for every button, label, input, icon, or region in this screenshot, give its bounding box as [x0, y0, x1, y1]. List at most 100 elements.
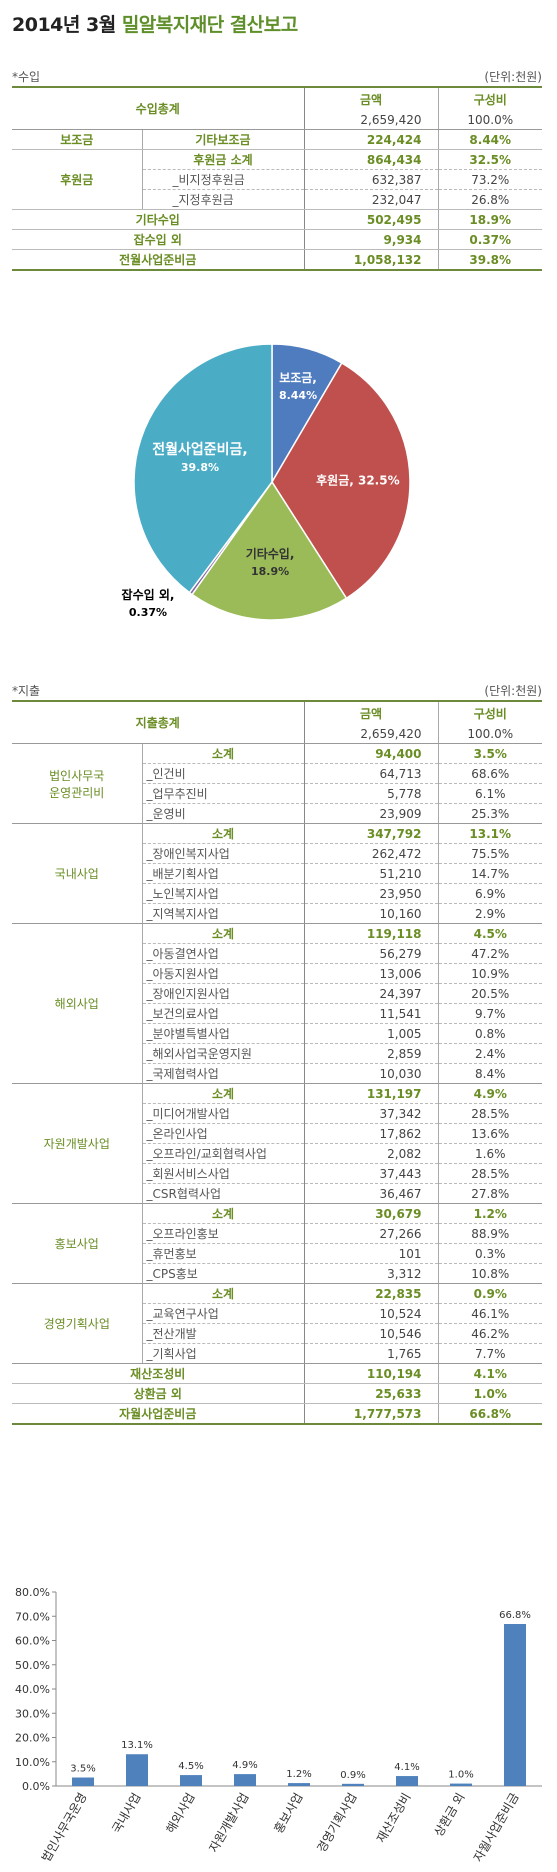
expense-ratio: 4.9%	[438, 1083, 542, 1104]
x-category-label: 경영기획사업	[314, 1791, 359, 1855]
expense-amount: 1,765	[304, 1343, 439, 1364]
expense-row: 상환금 외 25,633 1.0%	[12, 1383, 542, 1404]
income-amount: 632,387	[304, 169, 439, 190]
expense-row: _교육연구사업 10,524 46.1%	[12, 1303, 542, 1324]
income-section-header: *수입 (단위:천원)	[12, 68, 542, 85]
y-tick-label: 80.0%	[15, 1586, 50, 1599]
expense-sub: _장애인지원사업	[142, 983, 305, 1004]
expense-amount: 2,082	[304, 1143, 439, 1164]
expense-amount: 94,400	[304, 743, 439, 764]
bar	[396, 1776, 418, 1786]
expense-row: _CPS홍보 3,312 10.8%	[12, 1263, 542, 1284]
income-sub: _비지정후원금	[142, 169, 305, 190]
expense-ratio: 0.8%	[438, 1023, 542, 1044]
expense-sub: 소계	[142, 823, 305, 844]
expense-col-ratio: 구성비	[473, 706, 507, 721]
expense-ratio: 1.0%	[438, 1383, 542, 1404]
expense-group-name: 법인사무국 운영관리비	[12, 743, 143, 824]
expense-row: _미디어개발사업 37,342 28.5%	[12, 1103, 542, 1124]
pie-label: 전월사업준비금, 39.8%	[152, 441, 247, 474]
expense-row: 해외사업 소계 119,118 4.5%	[12, 923, 542, 1084]
income-sub: _지정후원금	[142, 189, 305, 210]
expense-sub: _교육연구사업	[142, 1303, 305, 1324]
expense-ratio: 20.5%	[438, 983, 542, 1004]
income-amount: 864,434	[304, 149, 439, 170]
x-category-label: 상환금 외	[431, 1791, 467, 1840]
expense-amount: 131,197	[304, 1083, 439, 1104]
y-tick-label: 10.0%	[15, 1756, 50, 1769]
y-tick-label: 20.0%	[15, 1732, 50, 1745]
expense-section-header: *지출 (단위:천원)	[12, 682, 542, 699]
expense-amount: 36,467	[304, 1183, 439, 1204]
expense-row: _업무추진비 5,778 6.1%	[12, 783, 542, 804]
bar	[504, 1624, 526, 1786]
expense-ratio: 2.4%	[438, 1043, 542, 1064]
income-cat: 기타수입	[12, 209, 305, 230]
expense-group-name: 국내사업	[12, 823, 143, 924]
expense-amount: 119,118	[304, 923, 439, 944]
expense-row: 법인사무국 운영관리비 소계 94,400 3.5%	[12, 743, 542, 824]
expense-row: _오프라인홍보 27,266 88.9%	[12, 1223, 542, 1244]
expense-amount: 37,443	[304, 1163, 439, 1184]
bar-data-label: 66.8%	[499, 1610, 531, 1621]
income-sub: 후원금 소계	[142, 149, 305, 170]
income-cat: 전월사업준비금	[12, 249, 305, 270]
expense-row: _지역복지사업 10,160 2.9%	[12, 903, 542, 924]
expense-sub: _보건의료사업	[142, 1003, 305, 1024]
income-ratio: 18.9%	[438, 209, 542, 230]
expense-row: 홍보사업 소계 30,679 1.2%	[12, 1203, 542, 1284]
expense-section-label: *지출	[12, 684, 41, 698]
expense-ratio: 28.5%	[438, 1163, 542, 1184]
expense-sub: _아동결연사업	[142, 943, 305, 964]
income-ratio: 26.8%	[438, 189, 542, 210]
expense-amount: 17,862	[304, 1123, 439, 1144]
expense-row: _분야별특별사업 1,005 0.8%	[12, 1023, 542, 1044]
expense-sub: _장애인복지사업	[142, 843, 305, 864]
expense-amount: 10,546	[304, 1323, 439, 1344]
expense-sub: 소계	[142, 923, 305, 944]
expense-row: _노인복지사업 23,950 6.9%	[12, 883, 542, 904]
expense-ratio: 46.2%	[438, 1323, 542, 1344]
expense-row: 자원개발사업 소계 131,197 4.9%	[12, 1083, 542, 1204]
expense-sub: 소계	[142, 743, 305, 764]
expense-amount: 30,679	[304, 1203, 439, 1224]
income-amount: 224,424	[304, 129, 439, 150]
x-category-label: 자원개발사업	[206, 1791, 251, 1855]
expense-group-name: 경영기획사업	[12, 1283, 143, 1364]
expense-row: _온라인사업 17,862 13.6%	[12, 1123, 542, 1144]
expense-amount: 27,266	[304, 1223, 439, 1244]
expense-total-label: 지출총계	[12, 701, 305, 744]
expense-sub: _전산개발	[142, 1323, 305, 1344]
expense-row: 재산조성비 110,194 4.1%	[12, 1363, 542, 1384]
income-sub: 기타보조금	[142, 129, 305, 150]
x-category-label: 자월사업준비금	[471, 1791, 522, 1865]
bar-data-label: 1.0%	[448, 1770, 473, 1781]
expense-amount: 262,472	[304, 843, 439, 864]
expense-ratio: 10.8%	[438, 1263, 542, 1284]
income-ratio: 0.37%	[438, 229, 542, 250]
expense-row: _보건의료사업 11,541 9.7%	[12, 1003, 542, 1024]
expense-amount: 101	[304, 1243, 439, 1264]
bar-data-label: 13.1%	[121, 1740, 153, 1751]
expense-amount: 2,859	[304, 1043, 439, 1064]
expense-ratio: 68.6%	[438, 763, 542, 784]
expense-ratio: 88.9%	[438, 1223, 542, 1244]
income-table: 수입총계 금액 구성비 2,659,420 100.0% 보조금 기타보조금 2…	[12, 86, 542, 271]
expense-ratio: 28.5%	[438, 1103, 542, 1124]
expense-group-name: 재산조성비	[12, 1363, 305, 1384]
pie-label: 후원금, 32.5%	[316, 473, 400, 488]
income-total-ratio: 100.0%	[438, 110, 542, 130]
pie-label: 기타수입, 18.9%	[246, 546, 295, 578]
income-total-amount: 2,659,420	[304, 110, 439, 130]
expense-row: _아동지원사업 13,006 10.9%	[12, 963, 542, 984]
income-amount: 232,047	[304, 189, 439, 210]
expense-amount: 11,541	[304, 1003, 439, 1024]
title-date: 2014년 3월	[12, 14, 116, 36]
pie-label: 잡수입 외, 0.37%	[122, 587, 175, 619]
expense-ratio: 10.9%	[438, 963, 542, 984]
expense-row: _장애인복지사업 262,472 75.5%	[12, 843, 542, 864]
expense-group-name: 자원개발사업	[12, 1083, 143, 1204]
income-amount: 1,058,132	[304, 249, 439, 270]
expense-sub: 소계	[142, 1203, 305, 1224]
expense-unit: (단위:천원)	[484, 684, 542, 698]
